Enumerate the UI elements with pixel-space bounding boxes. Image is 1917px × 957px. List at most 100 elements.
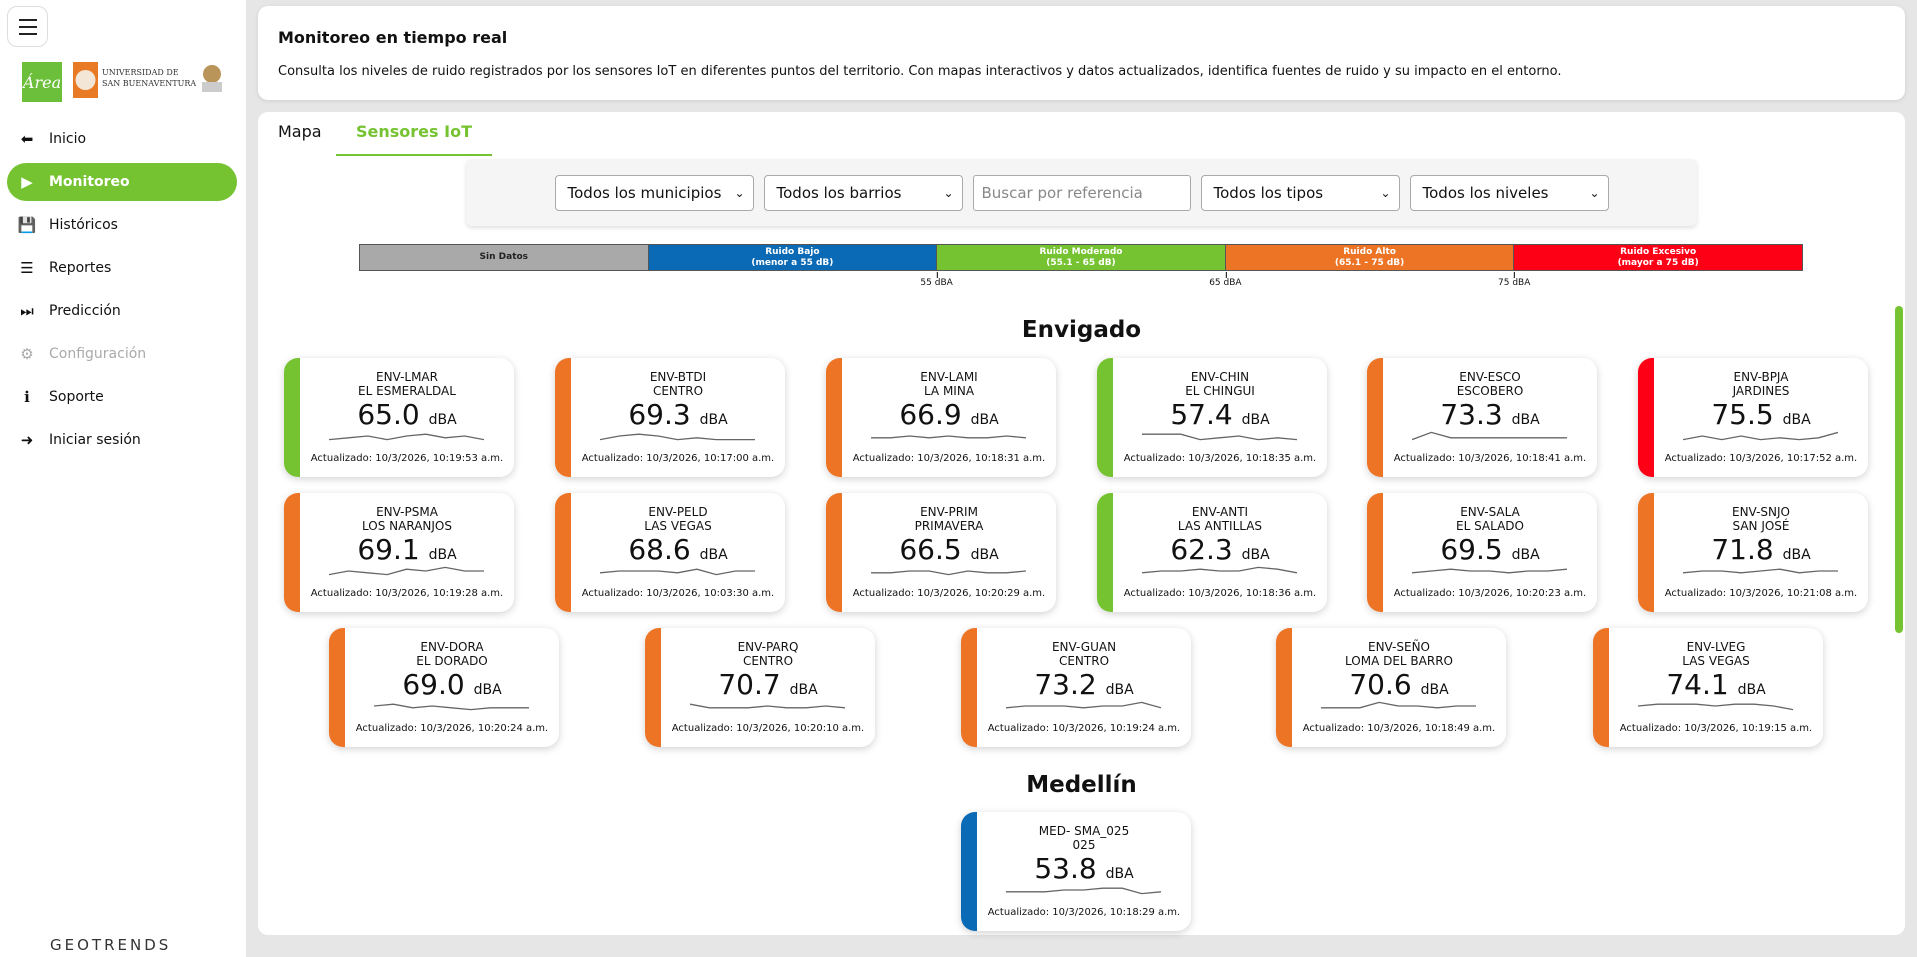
sensor-card[interactable]: ENV-PARQ CENTRO 70.7 dBA Actualizado: 10/3/…	[645, 628, 875, 747]
sensor-card[interactable]: ENV-SALA EL SALADO 69.5 dBA Actualizado: 10…	[1367, 493, 1597, 612]
sensor-value-number: 66.9	[899, 398, 962, 431]
sidebar-item-prediccin[interactable]: ⏭ Predicción	[7, 292, 237, 330]
sensor-card[interactable]: ENV-BTDI CENTRO 69.3 dBA Actualizado: 10/3/…	[555, 358, 785, 477]
legend-range: (65.1 - 75 dB)	[1334, 257, 1405, 268]
sensor-label: ENV-LAMI LA MINA	[842, 370, 1056, 398]
sensor-card[interactable]: ENV-PRIM PRIMAVERA 66.5 dBA Actualizado: 10…	[826, 493, 1056, 612]
legend-tick: 75 dBA	[1498, 272, 1530, 288]
sparkline	[1142, 566, 1297, 574]
sidebar-item-monitoreo[interactable]: ▶ Monitoreo	[7, 163, 237, 201]
chevron-down-icon: ⌄	[734, 185, 745, 200]
sensor-label: ENV-SNJO SAN JOSÉ	[1654, 505, 1868, 533]
legend-title: Ruido Moderado	[1039, 247, 1123, 258]
sensor-label: ENV-PELD LAS VEGAS	[571, 505, 785, 533]
sparkline-line	[871, 570, 1026, 576]
info-icon: ℹ	[24, 388, 30, 406]
sensor-value-number: 73.3	[1440, 398, 1503, 431]
sensor-card[interactable]: ENV-LAMI LA MINA 66.9 dBA Actualizado: 10/3…	[826, 358, 1056, 477]
unit-label: dBA	[970, 412, 999, 428]
sensor-code: ENV-BPJA	[1733, 370, 1789, 384]
sensor-card[interactable]: MED- SMA_025 025 53.8 dBA Actualizado: 10/3…	[961, 812, 1191, 931]
sidebar-item-configuracin[interactable]: ⚙ Configuración	[7, 335, 237, 373]
sensor-value-number: 69.5	[1440, 533, 1503, 566]
sensor-value-number: 70.7	[718, 668, 781, 701]
updated-timestamp: Actualizado: 10/3/2026, 10:17:52 a.m.	[1664, 453, 1858, 464]
updated-timestamp: Actualizado: 10/3/2026, 10:20:29 a.m.	[852, 588, 1046, 599]
sidebar-item-inicio[interactable]: ⬅ Inicio	[7, 120, 237, 158]
sensor-label: ENV-LMAR EL ESMERALDAL	[300, 370, 514, 398]
sensor-value: 74.1 dBA	[1609, 668, 1823, 701]
sparkline	[871, 570, 1026, 576]
municipio-select[interactable]: Todos los municipios ⌄	[554, 174, 754, 211]
sidebar-item-label: Inicio	[49, 131, 87, 147]
search-input[interactable]: Buscar por referencia	[972, 174, 1191, 211]
unit-label: dBA	[699, 412, 728, 428]
sensor-value-number: 65.0	[357, 398, 420, 431]
barrio-select[interactable]: Todos los barrios ⌄	[763, 174, 963, 211]
sensor-card[interactable]: ENV-SEÑO LOMA DEL BARRO 70.6 dBA Actualizad…	[1276, 628, 1506, 747]
sparkline-line	[1638, 703, 1793, 711]
play-circle-icon: ▶	[21, 173, 33, 191]
updated-timestamp: Actualizado: 10/3/2026, 10:18:29 a.m.	[987, 907, 1181, 918]
sidebar-item-label: Soporte	[49, 389, 104, 405]
sensor-card[interactable]: ENV-ANTI LAS ANTILLAS 62.3 dBA Actualizado:…	[1097, 493, 1327, 612]
sensor-label: ENV-SALA EL SALADO	[1383, 505, 1597, 533]
sparkline-line	[374, 703, 529, 711]
sensor-card[interactable]: ENV-GUAN CENTRO 73.2 dBA Actualizado: 10/3/…	[961, 628, 1191, 747]
sensor-card[interactable]: ENV-BPJA JARDINES 75.5 dBA Actualizado: 10/…	[1638, 358, 1868, 477]
updated-timestamp: Actualizado: 10/3/2026, 10:18:41 a.m.	[1393, 453, 1587, 464]
sparkline	[374, 703, 529, 711]
hamburger-menu-button[interactable]	[7, 6, 48, 47]
updated-timestamp: Actualizado: 10/3/2026, 10:18:35 a.m.	[1123, 453, 1317, 464]
sensor-value-number: 69.0	[402, 668, 465, 701]
sparkline-line	[600, 568, 755, 576]
header-card: Monitoreo en tiempo real Consulta los ni…	[258, 6, 1905, 100]
status-color-bar	[645, 628, 661, 747]
tab-sensores-iot[interactable]: Sensores IoT	[336, 122, 492, 156]
status-color-bar	[555, 358, 571, 477]
sensor-place: JARDINES	[1732, 384, 1790, 398]
status-color-bar	[1367, 358, 1383, 477]
sensor-card[interactable]: ENV-ESCO ESCOBERO 73.3 dBA Actualizado: 10/…	[1367, 358, 1597, 477]
gear-icon: ⚙	[20, 345, 34, 363]
sensor-code: ENV-PELD	[648, 505, 708, 519]
sensor-card[interactable]: ENV-CHIN EL CHINGUI 57.4 dBA Actualizado: 1…	[1097, 358, 1327, 477]
sidebar-item-reportes[interactable]: ☰ Reportes	[7, 249, 237, 287]
nivel-select[interactable]: Todos los niveles ⌄	[1409, 174, 1609, 211]
sensor-card[interactable]: ENV-PSMA LOS NARANJOS 69.1 dBA Actualizado:…	[284, 493, 514, 612]
sensor-code: ENV-BTDI	[649, 370, 707, 384]
status-color-bar	[1638, 358, 1654, 477]
tipo-select[interactable]: Todos los tipos ⌄	[1200, 174, 1400, 211]
sensor-code: ENV-SEÑO	[1367, 640, 1430, 654]
sidebar-item-histricos[interactable]: 💾 Históricos	[7, 206, 237, 244]
sensor-label: ENV-GUAN CENTRO	[977, 640, 1191, 668]
sensor-card[interactable]: ENV-SNJO SAN JOSÉ 71.8 dBA Actualizado: 10/…	[1638, 493, 1868, 612]
sparkline	[329, 566, 484, 576]
sensor-value-number: 71.8	[1711, 533, 1774, 566]
sensor-card[interactable]: ENV-LMAR EL ESMERALDAL 65.0 dBA Actualizado…	[284, 358, 514, 477]
scrollbar[interactable]	[1895, 306, 1903, 633]
status-color-bar	[826, 358, 842, 477]
tab-mapa[interactable]: Mapa	[278, 122, 322, 141]
unit-label: dBA	[970, 547, 999, 563]
unit-label: dBA	[1511, 547, 1540, 563]
sensor-value-number: 68.6	[628, 533, 691, 566]
sparkline-line	[690, 703, 845, 709]
sensor-place: CENTRO	[652, 384, 704, 398]
unit-label: dBA	[1737, 682, 1766, 698]
sensor-label: ENV-SEÑO LOMA DEL BARRO	[1292, 640, 1506, 668]
sensor-code: ENV-GUAN	[1051, 640, 1117, 654]
chevron-down-icon: ⌄	[1380, 185, 1391, 200]
sensor-label: ENV-CHIN EL CHINGUI	[1113, 370, 1327, 398]
sensor-place: LOMA DEL BARRO	[1345, 654, 1453, 668]
sensor-card[interactable]: ENV-DORA EL DORADO 69.0 dBA Actualizado: 10…	[329, 628, 559, 747]
sidebar-item-soporte[interactable]: ℹ Soporte	[7, 378, 237, 416]
status-color-bar	[1276, 628, 1292, 747]
updated-timestamp: Actualizado: 10/3/2026, 10:17:00 a.m.	[581, 453, 775, 464]
sensor-code: ENV-SNJO	[1732, 505, 1790, 519]
sidebar-item-iniciarsesin[interactable]: ➜ Iniciar sesión	[7, 421, 237, 459]
sparkline-line	[1683, 568, 1838, 574]
sensor-card[interactable]: ENV-LVEG LAS VEGAS 74.1 dBA Actualizado: 10…	[1593, 628, 1823, 747]
svg-text:Área: Área	[22, 72, 61, 92]
sensor-card[interactable]: ENV-PELD LAS VEGAS 68.6 dBA Actualizado: 10…	[555, 493, 785, 612]
